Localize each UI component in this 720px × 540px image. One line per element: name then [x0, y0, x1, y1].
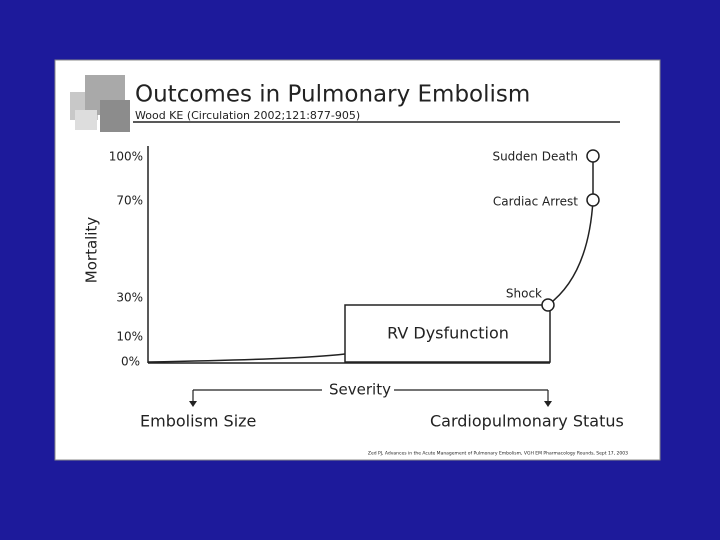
rv-box	[344, 304, 551, 363]
box-label: RV Dysfunction	[387, 324, 509, 343]
severity-right: Cardiopulmonary Status	[430, 412, 624, 431]
decor	[100, 100, 130, 132]
arrowhead	[189, 401, 197, 407]
y-tick-label: 70%	[116, 194, 143, 208]
point-label: Cardiac Arrest	[493, 195, 578, 209]
decor	[75, 110, 97, 130]
point	[586, 193, 600, 207]
y-tick-label: 30%	[116, 291, 143, 305]
severity-left: Embolism Size	[140, 412, 256, 431]
y-tick-label: 0%	[121, 355, 140, 369]
arrowhead	[544, 401, 552, 407]
point	[586, 149, 600, 163]
y-axis-label: Mortality	[83, 217, 101, 284]
point-label: Shock	[506, 287, 542, 301]
y-tick-label: 100%	[109, 150, 143, 164]
point	[541, 298, 555, 312]
point-label: Sudden Death	[492, 150, 578, 164]
citation: Wood KE (Circulation 2002;121:877-905)	[135, 109, 360, 122]
severity-bg	[322, 380, 394, 400]
footnote: Zed PJ, Advances in the Acute Management…	[368, 451, 628, 457]
y-tick-label: 10%	[116, 330, 143, 344]
curve	[147, 353, 346, 363]
title: Outcomes in Pulmonary Embolism	[135, 82, 530, 108]
severity-label: Severity	[329, 381, 391, 399]
